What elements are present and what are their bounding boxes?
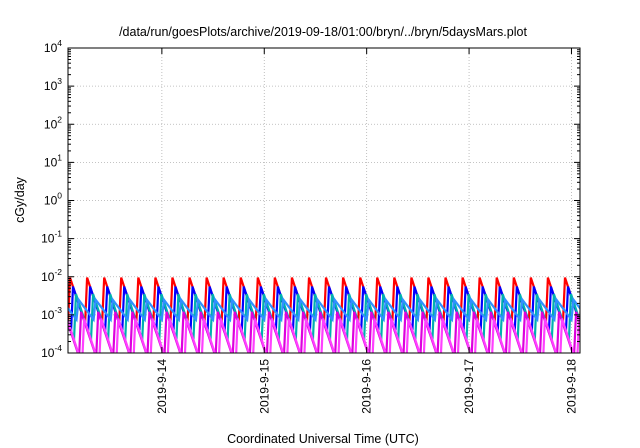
y-tick-label: 10-1 <box>41 229 62 246</box>
chart-title: /data/run/goesPlots/archive/2019-09-18/0… <box>119 25 527 39</box>
y-tick-label: 101 <box>44 152 62 169</box>
x-tick-label: 2019-9-18 <box>564 359 578 414</box>
x-axis-label: Coordinated Universal Time (UTC) <box>227 432 419 446</box>
series-line-6 <box>68 318 580 353</box>
ticks: 104 103 102 101 100 10-1 10-2 10-3 10-4 2019-9-14… <box>41 38 580 414</box>
x-tick-label: 2019-9-15 <box>257 359 271 414</box>
series-line-4 <box>68 296 580 323</box>
x-tick-label: 2019-9-14 <box>155 359 169 414</box>
y-tick-label: 10-2 <box>41 267 62 284</box>
y-axis-label: cGy/day <box>13 176 27 223</box>
y-tick-label: 103 <box>44 76 62 93</box>
y-tick-label: 10-4 <box>41 343 62 360</box>
y-tick-label: 104 <box>44 38 62 55</box>
series-group <box>68 277 580 353</box>
y-tick-label: 100 <box>44 191 62 208</box>
y-tick-label: 102 <box>44 114 62 131</box>
x-tick-label: 2019-9-17 <box>462 359 476 414</box>
x-tick-label: 2019-9-16 <box>360 359 374 414</box>
y-tick-label: 10-3 <box>41 305 62 322</box>
